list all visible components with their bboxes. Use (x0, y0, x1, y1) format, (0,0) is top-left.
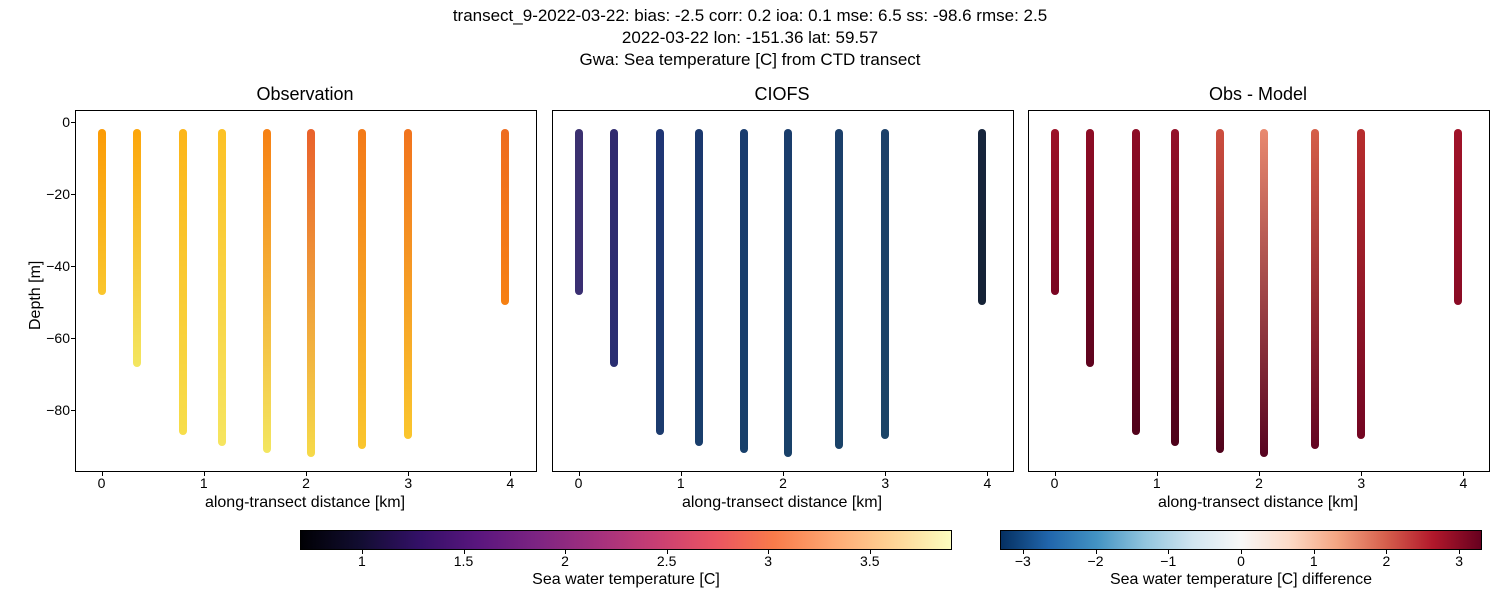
ytick-label: −80 (30, 402, 70, 418)
cbar-tick-label: 3.5 (855, 553, 885, 569)
profile (784, 129, 792, 457)
ytick-mark (71, 266, 76, 267)
suptitle-line2: 2022-03-22 lon: -151.36 lat: 59.57 (0, 28, 1500, 48)
cbar-tick-label: −2 (1081, 553, 1111, 569)
xtick-label: 0 (87, 475, 117, 491)
profile (1051, 129, 1059, 295)
xtick-label: 4 (1448, 475, 1478, 491)
ytick-label: −20 (30, 186, 70, 202)
panel-title: Obs - Model (1028, 84, 1488, 105)
profile (98, 129, 106, 295)
cbar-tick-label: 3 (753, 553, 783, 569)
xtick-label: 4 (495, 475, 525, 491)
profile (1454, 129, 1462, 305)
xtick-label: 3 (1346, 475, 1376, 491)
profile (1171, 129, 1179, 446)
cbar-tick-label: 1.5 (449, 553, 479, 569)
panel-0: 0−20−40−60−8001234 (75, 110, 537, 472)
profile (218, 129, 226, 446)
profile (501, 129, 509, 305)
profile (1086, 129, 1094, 367)
profile (179, 129, 187, 435)
panel-title: CIOFS (552, 84, 1012, 105)
cbar-tick-label: 1 (1299, 553, 1329, 569)
profile (133, 129, 141, 367)
profile (1260, 129, 1268, 457)
profile (610, 129, 618, 367)
profile (1357, 129, 1365, 439)
suptitle-line3: Gwa: Sea temperature [C] from CTD transe… (0, 50, 1500, 70)
cbar-tick-label: −3 (1008, 553, 1038, 569)
profile (656, 129, 664, 435)
profile (1216, 129, 1224, 453)
profile (307, 129, 315, 457)
xtick-label: 4 (972, 475, 1002, 491)
profile (695, 129, 703, 446)
xtick-label: 0 (564, 475, 594, 491)
xlabel: along-transect distance [km] (552, 494, 1012, 512)
cbar-tick-label: 2 (1371, 553, 1401, 569)
ytick-mark (71, 122, 76, 123)
cbar-tick-label: 0 (1226, 553, 1256, 569)
cbar-tick-label: 2.5 (652, 553, 682, 569)
panel-title: Observation (75, 84, 535, 105)
xtick-label: 3 (870, 475, 900, 491)
profile (835, 129, 843, 449)
profile (1132, 129, 1140, 435)
profile (978, 129, 986, 305)
profile (740, 129, 748, 453)
colorbar-diff: −3−2−10123Sea water temperature [C] diff… (1000, 530, 1482, 550)
profile (1311, 129, 1319, 449)
profile (881, 129, 889, 439)
profile (575, 129, 583, 295)
xlabel: along-transect distance [km] (75, 494, 535, 512)
ytick-label: 0 (30, 114, 70, 130)
cbar-tick-label: 2 (550, 553, 580, 569)
ytick-mark (71, 338, 76, 339)
ytick-mark (71, 410, 76, 411)
profile (404, 129, 412, 439)
cbar-tick-label: 1 (347, 553, 377, 569)
xlabel: along-transect distance [km] (1028, 494, 1488, 512)
cbar-label: Sea water temperature [C] (301, 571, 951, 589)
xtick-label: 1 (1142, 475, 1172, 491)
xtick-label: 3 (393, 475, 423, 491)
profile (263, 129, 271, 453)
cbar-tick-label: −1 (1153, 553, 1183, 569)
xtick-label: 0 (1040, 475, 1070, 491)
xtick-label: 2 (1244, 475, 1274, 491)
panel-2: 01234 (1028, 110, 1490, 472)
cbar-tick-label: 3 (1444, 553, 1474, 569)
xtick-label: 2 (768, 475, 798, 491)
panel-1: 01234 (552, 110, 1014, 472)
ytick-label: −60 (30, 330, 70, 346)
suptitle-line1: transect_9-2022-03-22: bias: -2.5 corr: … (0, 6, 1500, 26)
xtick-label: 1 (189, 475, 219, 491)
colorbar-main: 11.522.533.5Sea water temperature [C] (300, 530, 952, 550)
figure: transect_9-2022-03-22: bias: -2.5 corr: … (0, 0, 1500, 600)
xtick-label: 1 (666, 475, 696, 491)
ylabel: Depth [m] (27, 261, 45, 330)
xtick-label: 2 (291, 475, 321, 491)
ytick-mark (71, 194, 76, 195)
profile (358, 129, 366, 449)
cbar-label: Sea water temperature [C] difference (1001, 571, 1481, 589)
